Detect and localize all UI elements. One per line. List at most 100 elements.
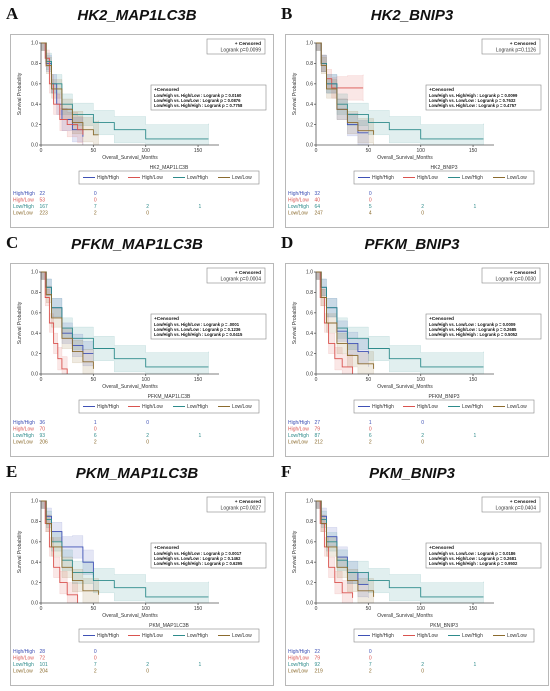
risk-count: 22 <box>315 649 321 655</box>
x-tick-label: 100 <box>417 377 426 383</box>
panel-title: PKM_BNIP3 <box>369 465 455 482</box>
risk-count: 64 <box>315 204 321 210</box>
risk-count: 2 <box>94 440 97 446</box>
km-curve-low-low <box>41 500 100 595</box>
stats-censored-label: +Censored <box>429 87 454 93</box>
y-axis-label: Survival Probability <box>17 72 23 115</box>
y-tick-label: 0.2 <box>31 580 38 586</box>
legend-label: Low/High <box>187 175 208 181</box>
logrank-p-label: Logrank p=0.0027 <box>221 506 262 512</box>
risk-group-label: High/High <box>13 420 35 426</box>
stats-censored-label: +Censored <box>154 545 179 551</box>
x-axis-label: Overall_Survival_Months <box>377 155 433 161</box>
risk-count: 2 <box>146 204 149 210</box>
legend-label: Low/Low <box>507 633 527 639</box>
km-chart-svg: 0.00.20.40.60.81.00 50 100 150Overall_Survi… <box>13 267 267 446</box>
stats-censored-label: +Censored <box>429 545 454 551</box>
pairwise-stats-box <box>425 542 542 569</box>
risk-count: 6 <box>94 433 97 439</box>
km-curve-high-low <box>316 271 354 374</box>
y-tick-label: 0.8 <box>31 290 38 296</box>
legend-title: PKM_MAP1LC3B <box>149 623 189 629</box>
y-axis-label: Survival Probability <box>17 301 23 344</box>
censored-label: + Censored <box>235 41 261 47</box>
risk-count: 167 <box>40 204 49 210</box>
risk-count: 40 <box>315 198 321 204</box>
risk-count: 27 <box>315 420 321 426</box>
pairwise-stats-box <box>150 313 267 340</box>
risk-count: 0 <box>369 649 372 655</box>
risk-count: 28 <box>40 649 46 655</box>
km-chart-svg: 0.00.20.40.60.81.00 50 100 150Overall_Survi… <box>13 38 267 217</box>
y-tick-label: 1.0 <box>31 41 38 47</box>
y-tick-label: 0.6 <box>31 82 38 88</box>
km-curve-low-high <box>316 271 484 368</box>
x-tick-label: 0 <box>315 377 318 383</box>
risk-count: 0 <box>421 669 424 675</box>
y-tick-label: 0.0 <box>31 601 38 607</box>
group-legend <box>353 170 535 185</box>
x-tick-label: 150 <box>194 377 203 383</box>
panel-letter: C <box>6 233 19 252</box>
y-tick-label: 0.0 <box>306 601 313 607</box>
group-legend <box>353 399 535 414</box>
y-tick-label: 0.2 <box>31 351 38 357</box>
risk-count: 1 <box>474 433 477 439</box>
censored-label: + Censored <box>510 41 536 47</box>
risk-count: 1 <box>199 204 202 210</box>
km-curve-low-low <box>316 500 375 597</box>
legend-label: High/Low <box>142 633 163 639</box>
risk-group-label: Low/Low <box>288 669 308 675</box>
risk-group-label: High/Low <box>13 427 34 433</box>
risk-count: 2 <box>94 669 97 675</box>
legend-label: Low/Low <box>507 404 527 410</box>
logrank-p-label: Logrank p=0.0030 <box>496 277 537 283</box>
legend-label: Low/High <box>462 633 483 639</box>
y-tick-label: 0.2 <box>306 351 313 357</box>
km-curve-low-low <box>316 42 375 135</box>
y-tick-label: 0.6 <box>306 540 313 546</box>
legend-label: High/High <box>372 633 394 639</box>
risk-group-label: High/High <box>13 649 35 655</box>
x-tick-label: 100 <box>142 377 151 383</box>
risk-group-label: Low/Low <box>288 211 308 217</box>
y-tick-label: 0.4 <box>306 331 313 337</box>
risk-count: 0 <box>421 420 424 426</box>
panel-title: HK2_MAP1LC3B <box>77 7 197 24</box>
risk-count: 87 <box>315 433 321 439</box>
group-legend <box>78 399 260 414</box>
risk-group-label: High/High <box>288 420 310 426</box>
censored-label: + Censored <box>235 499 261 505</box>
risk-group-label: High/Low <box>13 656 34 662</box>
logrank-box <box>206 267 266 284</box>
stats-censored-label: +Censored <box>154 87 179 93</box>
x-tick-label: 0 <box>40 148 43 154</box>
x-axis-label: Overall_Survival_Months <box>102 613 158 619</box>
risk-count: 1 <box>199 433 202 439</box>
legend-label: High/Low <box>417 633 438 639</box>
km-plot-frame: 0.0 0.2 0.4 0.6 0.8 1.0 0 50 100 150 Overall_Survi… <box>10 263 274 457</box>
risk-count: 92 <box>315 662 321 668</box>
x-tick-label: 150 <box>469 377 478 383</box>
risk-count: 7 <box>369 662 372 668</box>
risk-count: 6 <box>369 433 372 439</box>
pairwise-stats-box <box>425 84 542 111</box>
risk-group-label: Low/Low <box>288 440 308 446</box>
y-tick-label: 1.0 <box>306 270 313 276</box>
x-tick-label: 100 <box>417 606 426 612</box>
legend-label: High/Low <box>142 404 163 410</box>
x-tick-label: 50 <box>91 148 97 154</box>
risk-count: 2 <box>146 433 149 439</box>
risk-group-label: Low/High <box>13 204 34 210</box>
risk-count: 2 <box>94 211 97 217</box>
pairwise-logrank-stat: Low/High vs. High/Low : Logrank p = 0.26… <box>429 556 517 561</box>
risk-count: 7 <box>94 662 97 668</box>
x-tick-label: 0 <box>40 377 43 383</box>
risk-group-label: High/Low <box>288 656 309 662</box>
x-axis-label: Overall_Survival_Months <box>377 384 433 390</box>
x-tick-label: 150 <box>469 148 478 154</box>
risk-count: 0 <box>369 198 372 204</box>
x-tick-label: 0 <box>315 148 318 154</box>
legend-label: High/High <box>372 175 394 181</box>
legend-title: PKM_BNIP3 <box>430 623 458 629</box>
